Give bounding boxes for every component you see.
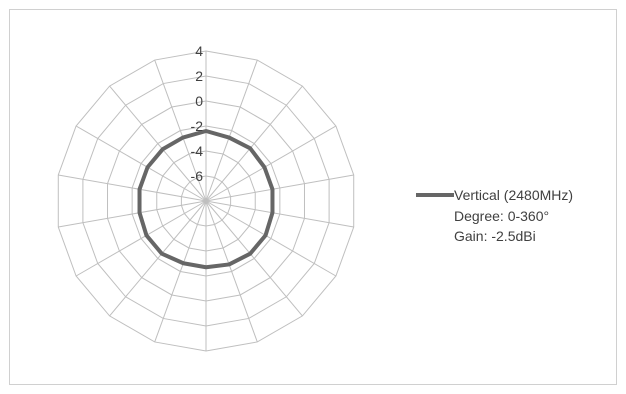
legend: Vertical (2480MHz) Degree: 0-360° Gain: … bbox=[416, 184, 616, 254]
grid-spoke bbox=[205, 200, 303, 317]
grid-spoke bbox=[205, 85, 303, 202]
legend-degree-note: Degree: 0-360° bbox=[454, 208, 550, 224]
radial-tick-label: -6 bbox=[191, 168, 204, 184]
grid-spoke bbox=[109, 85, 207, 202]
grid-spoke bbox=[205, 174, 354, 202]
radial-tick-label: -4 bbox=[191, 143, 204, 159]
grid-spoke bbox=[75, 200, 207, 277]
legend-gain-note: Gain: -2.5dBi bbox=[454, 228, 536, 244]
grid-spoke bbox=[205, 59, 258, 202]
radial-tick-label: 4 bbox=[195, 43, 203, 59]
grid-spoke bbox=[205, 125, 337, 202]
series-line-vertical bbox=[137, 129, 275, 270]
legend-series-label: Vertical (2480MHz) bbox=[454, 187, 574, 203]
radial-tick-label: -2 bbox=[191, 118, 204, 134]
chart-area bbox=[9, 9, 617, 385]
grid-spoke bbox=[154, 200, 207, 343]
grid-spoke bbox=[205, 200, 354, 228]
grid-spoke bbox=[154, 59, 207, 202]
grid-spoke bbox=[75, 125, 207, 202]
radial-tick-label: 0 bbox=[195, 93, 203, 109]
grid-spoke bbox=[58, 174, 207, 202]
legend-series-swatch bbox=[416, 193, 454, 197]
grid-spoke bbox=[58, 200, 207, 228]
radial-tick-label: 2 bbox=[195, 68, 203, 84]
grid-spoke bbox=[109, 200, 207, 317]
grid-spoke bbox=[205, 200, 258, 343]
grid-spoke bbox=[205, 200, 337, 277]
